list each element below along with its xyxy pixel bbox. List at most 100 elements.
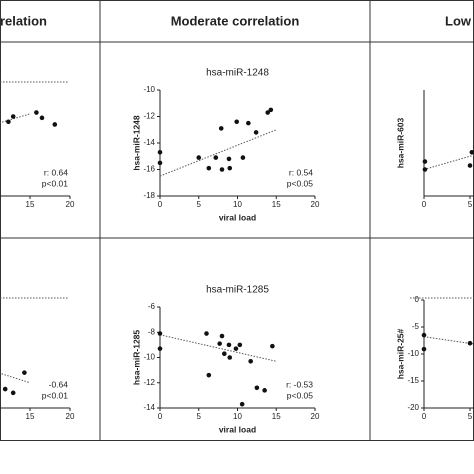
point	[217, 341, 222, 346]
point	[34, 110, 39, 115]
x-tick-label: 0	[158, 412, 163, 421]
y-tick-label: -5	[412, 322, 420, 331]
point	[421, 332, 427, 338]
annotation: r: 0.64	[44, 167, 68, 177]
trend-line	[159, 334, 277, 362]
y-tick-label: -8	[148, 327, 156, 336]
point	[422, 167, 428, 172]
y-axis-label: hsa-miR-25#	[395, 328, 405, 379]
trend-line	[0, 113, 31, 124]
trend-line	[159, 129, 277, 177]
y-tick-label: -10	[143, 85, 155, 94]
y-tick-label: -6	[148, 302, 156, 311]
x-tick-label: 5	[197, 412, 202, 421]
annotation: p<0.05	[287, 390, 314, 400]
point	[240, 155, 246, 160]
y-tick-label: -12	[143, 378, 155, 387]
point	[157, 331, 163, 336]
x-tick-label: 20	[311, 412, 320, 421]
point	[422, 159, 428, 164]
point	[248, 358, 253, 364]
trend-line	[423, 154, 474, 170]
y-tick-label: -12	[143, 112, 155, 121]
annotation: r: -0.53	[286, 379, 313, 389]
point	[226, 156, 232, 162]
point	[469, 149, 474, 155]
point	[204, 331, 209, 336]
point	[253, 130, 259, 135]
chart-title: hsa-miR-1285	[206, 285, 269, 296]
trend-line	[0, 372, 31, 384]
x-axis-label: viral load	[219, 424, 256, 434]
point	[219, 167, 225, 172]
point	[234, 119, 240, 125]
x-tick-label: 20	[66, 412, 75, 421]
y-tick-label: -14	[143, 138, 155, 147]
point	[268, 107, 274, 113]
point	[52, 122, 58, 127]
point	[421, 346, 427, 352]
y-tick-label: -14	[143, 403, 155, 412]
annotation: p<0.05	[287, 178, 314, 188]
x-tick-label: 20	[311, 200, 320, 209]
point	[157, 149, 163, 155]
point	[226, 342, 232, 348]
point	[237, 342, 243, 348]
point	[157, 160, 163, 166]
point	[10, 390, 16, 396]
point	[467, 340, 473, 346]
y-axis-label: hsa-miR-1248	[131, 115, 141, 171]
point	[239, 401, 245, 407]
point	[265, 110, 271, 115]
column-header: relation	[0, 13, 47, 28]
point	[10, 114, 16, 119]
x-tick-label: 20	[66, 200, 75, 209]
point	[222, 351, 227, 357]
point	[206, 165, 212, 171]
point	[157, 346, 163, 351]
y-axis-label: hsa-miR-603	[395, 117, 405, 168]
point	[227, 165, 233, 171]
x-tick-label: 10	[233, 412, 242, 421]
x-tick-label: 0	[422, 412, 427, 421]
point	[6, 119, 11, 125]
x-tick-label: 0	[158, 200, 163, 209]
y-axis-label: hsa-miR-1285	[131, 330, 141, 386]
x-tick-label: 15	[272, 200, 281, 209]
point	[206, 372, 212, 378]
point	[270, 343, 275, 349]
point	[227, 355, 233, 360]
y-tick-label: -10	[407, 349, 419, 358]
point	[262, 388, 267, 393]
x-tick-label: 15	[26, 412, 35, 421]
column-header: Moderate correlation	[171, 13, 300, 28]
point	[219, 333, 225, 339]
x-tick-label: 0	[422, 200, 427, 209]
x-tick-label: 10	[233, 200, 242, 209]
x-tick-label: 15	[26, 200, 35, 209]
point	[2, 386, 8, 392]
x-tick-label: 15	[272, 412, 281, 421]
point	[467, 163, 473, 168]
x-tick-label: 5	[197, 200, 202, 209]
annotation: p<0.01	[42, 390, 69, 400]
y-tick-label: -18	[143, 191, 155, 200]
chart-title: 141#	[0, 68, 2, 79]
annotation: r: 0.54	[289, 167, 313, 177]
x-axis-label: viral load	[219, 212, 256, 222]
point	[233, 346, 239, 351]
point	[213, 155, 219, 160]
chart-title: hsa-miR-1248	[206, 68, 269, 79]
y-tick-label: -20	[407, 403, 419, 412]
y-tick-label: 0	[415, 295, 420, 304]
point	[22, 370, 27, 375]
point	[39, 115, 45, 121]
x-tick-label: 5	[468, 200, 473, 209]
point	[254, 385, 260, 391]
y-tick-label: -16	[143, 165, 155, 174]
x-tick-label: 5	[468, 412, 473, 421]
point	[246, 120, 251, 126]
point	[218, 126, 224, 131]
